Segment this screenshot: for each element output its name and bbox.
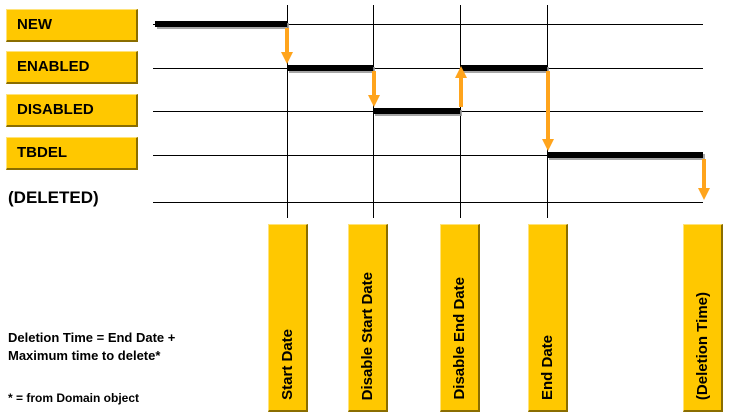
active-bar-disabled [373, 108, 460, 114]
milestone-label-text: Disable Start Date [359, 271, 376, 400]
milestone-label-text: Start Date [279, 329, 296, 400]
milestone-label-text: Disable End Date [451, 277, 468, 400]
state-label-tbdel: TBDEL [6, 137, 138, 170]
state-label-new: NEW [6, 9, 138, 42]
active-bar-enabled-1 [287, 65, 373, 71]
state-label-deleted: (DELETED) [8, 188, 99, 207]
active-bar-new [155, 21, 287, 27]
formula-line-1: Deletion Time = End Date + [8, 330, 176, 345]
row-line-tbdel [153, 155, 703, 156]
row-line-deleted [153, 202, 703, 203]
arrow-head-down-icon [541, 139, 554, 151]
arrow-new-to-enabled-icon [280, 28, 293, 64]
arrow-shaft [701, 159, 706, 188]
arrow-enabled-to-disabled-icon [367, 71, 380, 107]
milestone-label-start-date: Start Date [268, 224, 308, 412]
milestone-line-start-date [287, 5, 288, 218]
arrow-head-down-icon [367, 95, 380, 107]
domain-object-footnote: * = from Domain object [8, 391, 140, 405]
arrow-tbdel-to-deleted-icon [697, 159, 710, 200]
active-bar-tbdel [547, 152, 703, 158]
deletion-time-formula: Deletion Time = End Date + Maximum time … [8, 329, 175, 365]
arrow-shaft [371, 71, 376, 95]
milestone-line-disable-end-date [460, 5, 461, 218]
milestone-label-deletion-time: (Deletion Time) [683, 224, 723, 412]
state-label-disabled: DISABLED [6, 94, 138, 127]
arrow-disabled-to-enabled-icon [454, 66, 467, 107]
active-bar-enabled-2 [460, 65, 547, 71]
arrow-shaft [545, 71, 550, 139]
milestone-label-text: End Date [539, 334, 556, 400]
arrow-shaft [284, 28, 289, 52]
arrow-head-down-icon [697, 188, 710, 200]
arrow-head-down-icon [280, 52, 293, 64]
milestone-label-text: (Deletion Time) [694, 291, 711, 400]
milestone-label-disable-end-date: Disable End Date [440, 224, 480, 412]
arrow-enabled-to-tbdel-icon [541, 71, 554, 151]
row-line-new [153, 24, 703, 25]
formula-line-2: Maximum time to delete* [8, 348, 161, 363]
arrow-head-up-icon [454, 66, 467, 78]
state-label-enabled: ENABLED [6, 51, 138, 84]
milestone-label-disable-start-date: Disable Start Date [348, 224, 388, 412]
arrow-shaft [458, 78, 463, 107]
milestone-label-end-date: End Date [528, 224, 568, 412]
row-line-enabled [153, 68, 703, 69]
